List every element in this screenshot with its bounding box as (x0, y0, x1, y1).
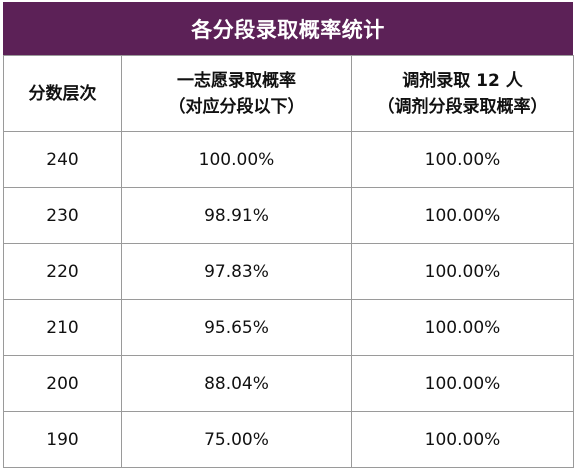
cell-first-choice: 88.04% (121, 355, 352, 412)
cell-score: 210 (3, 299, 122, 356)
cell-score: 230 (3, 187, 122, 244)
table-row: 200 88.04% 100.00% (3, 355, 574, 412)
cell-first-choice: 97.83% (121, 243, 352, 300)
cell-score: 190 (3, 411, 122, 468)
table-row: 190 75.00% 100.00% (3, 411, 574, 468)
header-adjusted-line2: （调剂分段录取概率） (377, 96, 548, 117)
cell-adjusted: 100.00% (351, 355, 574, 412)
table-row: 210 95.65% 100.00% (3, 299, 574, 356)
cell-adjusted: 100.00% (351, 411, 574, 468)
header-adjusted: 调剂录取 12 人 （调剂分段录取概率） (351, 55, 574, 132)
cell-adjusted: 100.00% (351, 243, 574, 300)
cell-adjusted: 100.00% (351, 131, 574, 188)
table-header-row: 分数层次 一志愿录取概率 （对应分段以下） 调剂录取 12 人 （调剂分段录取概… (3, 55, 574, 132)
cell-adjusted: 100.00% (351, 187, 574, 244)
header-first-choice-line2: （对应分段以下） (168, 96, 305, 117)
cell-adjusted: 100.00% (351, 299, 574, 356)
probability-table: 分数层次 一志愿录取概率 （对应分段以下） 调剂录取 12 人 （调剂分段录取概… (3, 55, 574, 468)
probability-table-container: 各分段录取概率统计 分数层次 一志愿录取概率 （对应分段以下） 调剂录取 12 … (3, 2, 574, 468)
header-score-level: 分数层次 (3, 55, 122, 132)
table-row: 240 100.00% 100.00% (3, 131, 574, 188)
cell-score: 220 (3, 243, 122, 300)
cell-score: 200 (3, 355, 122, 412)
cell-first-choice: 95.65% (121, 299, 352, 356)
table-title: 各分段录取概率统计 (3, 2, 573, 55)
header-first-choice: 一志愿录取概率 （对应分段以下） (121, 55, 352, 132)
cell-first-choice: 98.91% (121, 187, 352, 244)
cell-score: 240 (3, 131, 122, 188)
table-row: 220 97.83% 100.00% (3, 243, 574, 300)
header-adjusted-line1: 调剂录取 12 人 (402, 70, 523, 91)
table-row: 230 98.91% 100.00% (3, 187, 574, 244)
cell-first-choice: 75.00% (121, 411, 352, 468)
cell-first-choice: 100.00% (121, 131, 352, 188)
header-first-choice-line1: 一志愿录取概率 (177, 70, 296, 91)
